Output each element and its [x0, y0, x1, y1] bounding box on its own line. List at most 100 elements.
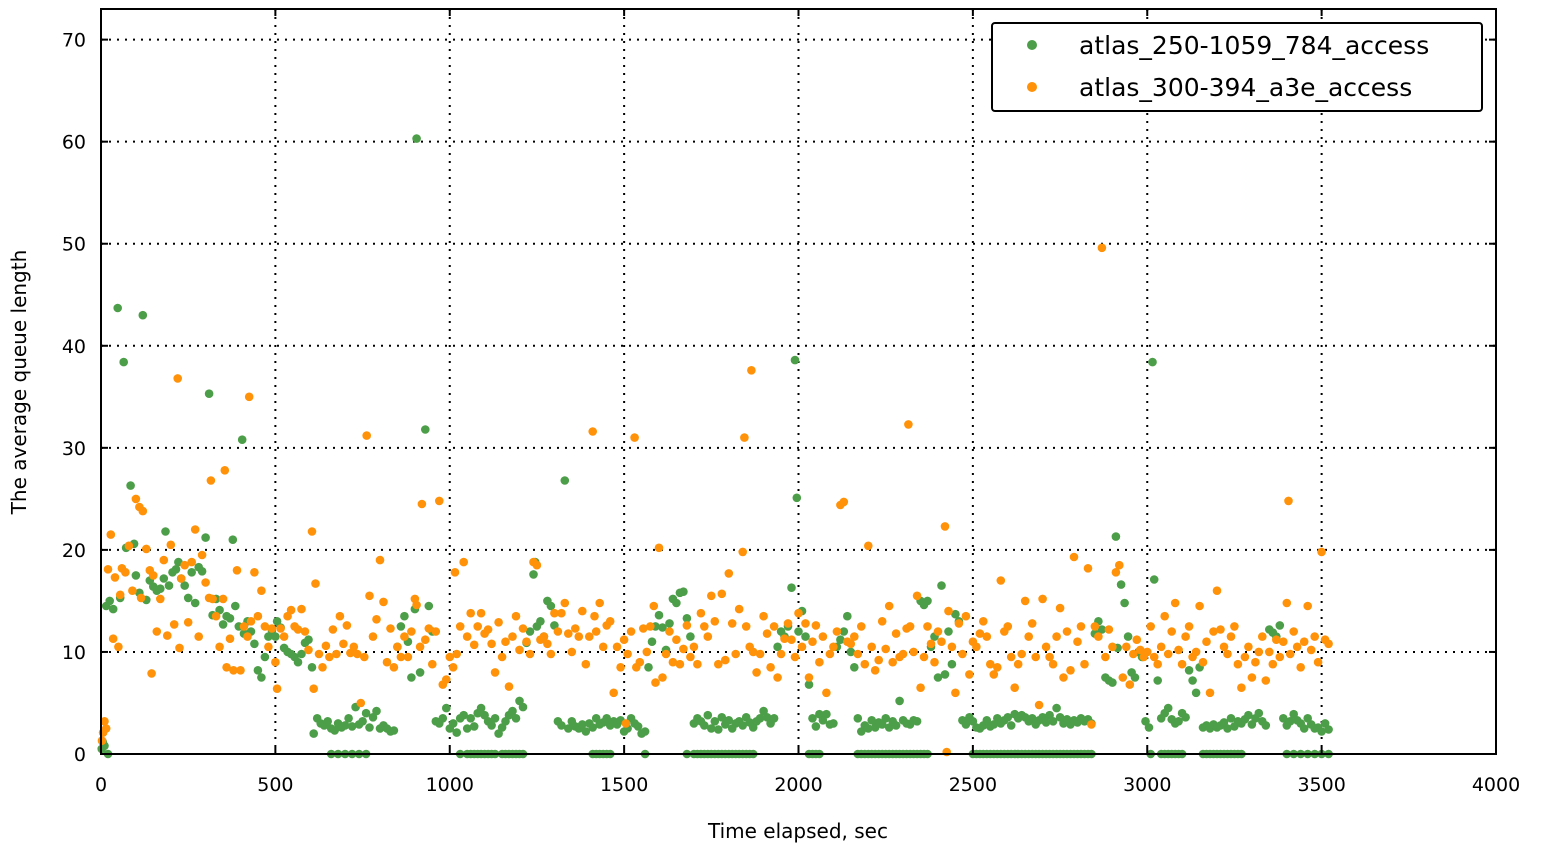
- data-point: [801, 632, 810, 641]
- data-point: [1122, 642, 1131, 652]
- series-2-points: [97, 243, 1333, 757]
- data-point: [996, 576, 1006, 585]
- data-point: [300, 627, 310, 636]
- data-point: [271, 632, 280, 641]
- data-point: [136, 593, 146, 603]
- data-point: [954, 619, 964, 628]
- data-point: [344, 714, 353, 723]
- data-point: [1170, 598, 1180, 608]
- data-point: [417, 499, 427, 509]
- data-point: [1181, 632, 1190, 641]
- data-point: [1184, 666, 1194, 675]
- data-point: [1083, 564, 1093, 573]
- data-point: [860, 659, 870, 669]
- data-point: [187, 557, 196, 567]
- data-point: [602, 714, 611, 723]
- data-point: [1230, 622, 1239, 631]
- data-point: [975, 629, 985, 638]
- legend-label-series-1: atlas_250-1059_784_access: [1079, 31, 1429, 60]
- data-point: [909, 647, 918, 657]
- data-point: [839, 627, 849, 636]
- data-point: [926, 639, 936, 649]
- data-point: [297, 649, 306, 659]
- data-point: [658, 673, 667, 682]
- data-point: [951, 609, 960, 619]
- data-point: [1191, 647, 1201, 657]
- data-point: [487, 639, 496, 649]
- data-point: [598, 642, 608, 652]
- x-tick-label: 3000: [1123, 774, 1171, 796]
- data-point: [1080, 659, 1089, 669]
- data-point: [372, 615, 381, 624]
- data-point: [183, 618, 193, 627]
- data-point: [609, 688, 618, 698]
- data-point: [396, 652, 406, 662]
- data-point: [1143, 647, 1152, 657]
- data-point: [741, 622, 751, 631]
- data-point: [522, 637, 531, 646]
- data-point: [113, 303, 122, 313]
- y-tick-label: 40: [62, 336, 86, 358]
- data-point: [947, 659, 957, 669]
- data-point: [106, 530, 116, 539]
- data-point: [147, 669, 156, 678]
- data-point: [682, 621, 692, 630]
- data-point: [1284, 496, 1293, 506]
- data-point: [276, 624, 285, 633]
- data-point: [267, 624, 277, 633]
- data-point: [825, 649, 835, 659]
- data-point: [462, 724, 472, 733]
- data-point: [787, 635, 796, 644]
- data-point: [595, 598, 604, 608]
- data-point: [801, 619, 810, 628]
- data-point: [246, 617, 256, 626]
- data-point: [1275, 621, 1285, 630]
- data-point: [250, 639, 259, 649]
- data-point: [156, 584, 165, 593]
- data-point: [944, 627, 953, 636]
- data-point: [1212, 586, 1222, 595]
- data-point: [232, 566, 242, 575]
- data-point: [365, 591, 374, 601]
- data-point: [616, 663, 625, 672]
- data-point: [1013, 659, 1023, 669]
- data-point: [738, 721, 747, 730]
- data-point: [672, 635, 681, 644]
- data-point: [293, 657, 303, 667]
- data-point: [877, 617, 887, 626]
- data-point: [1073, 637, 1082, 646]
- data-point: [668, 657, 678, 667]
- data-point: [452, 649, 462, 659]
- data-point: [175, 643, 184, 653]
- data-point: [412, 600, 421, 610]
- legend-label-series-2: atlas_300-394_a3e_access: [1079, 73, 1412, 102]
- data-point: [864, 541, 873, 551]
- axis-ticks: [100, 9, 1497, 755]
- data-point: [811, 722, 821, 731]
- data-point: [1261, 676, 1271, 685]
- data-point: [947, 642, 957, 652]
- data-point: [804, 673, 814, 682]
- data-point: [1132, 635, 1142, 644]
- data-point: [1289, 627, 1298, 636]
- data-point: [1069, 552, 1079, 562]
- data-point: [933, 627, 943, 636]
- data-point: [455, 622, 465, 631]
- data-point: [239, 622, 249, 631]
- data-point: [1027, 619, 1037, 628]
- data-point: [940, 670, 950, 679]
- data-point: [654, 610, 664, 620]
- data-point: [1123, 632, 1133, 641]
- data-point: [1153, 659, 1162, 669]
- data-point: [105, 596, 114, 606]
- data-point: [149, 571, 158, 580]
- data-point: [986, 659, 995, 669]
- data-point: [244, 392, 254, 402]
- y-tick-label: 50: [62, 234, 86, 256]
- data-point: [1066, 666, 1075, 675]
- data-point: [307, 527, 317, 536]
- data-point: [731, 649, 740, 659]
- data-point: [119, 357, 128, 367]
- y-tick-label: 0: [74, 744, 86, 766]
- data-point: [619, 635, 629, 644]
